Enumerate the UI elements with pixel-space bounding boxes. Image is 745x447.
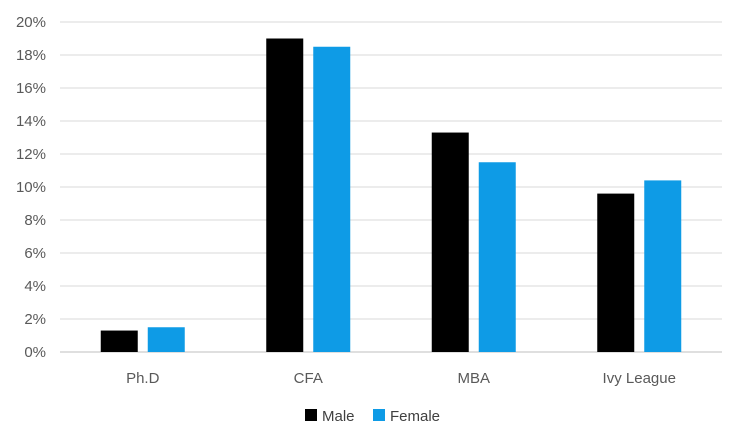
y-tick-label: 20% <box>16 14 46 31</box>
y-tick-label: 16% <box>16 80 46 97</box>
y-tick-label: 18% <box>16 47 46 64</box>
y-tick-label: 10% <box>16 179 46 196</box>
bar-female-mba <box>478 162 516 352</box>
bars <box>100 38 682 352</box>
y-tick-label: 8% <box>24 212 46 229</box>
y-tick-label: 14% <box>16 113 46 130</box>
bar-female-ph-d <box>147 327 185 352</box>
x-category-label: CFA <box>294 370 323 387</box>
x-category-label: MBA <box>457 370 490 387</box>
bar-male-ivy-league <box>597 193 635 352</box>
x-category-label: Ph.D <box>126 370 160 387</box>
y-tick-label: 0% <box>24 344 46 361</box>
y-tick-label: 6% <box>24 245 46 262</box>
y-axis-tick-labels: 0% 2% 4% 6% 8% 10% 12% 14% 16% 18% 20% <box>16 14 46 361</box>
bar-female-cfa <box>313 46 351 352</box>
gridlines <box>60 21 722 353</box>
bar-female-ivy-league <box>644 180 682 352</box>
x-axis-category-labels: Ph.D CFA MBA Ivy League <box>126 370 676 387</box>
legend-swatch-female <box>373 409 385 421</box>
legend-label-male: Male <box>322 408 355 425</box>
bar-male-cfa <box>266 38 304 352</box>
bar-male-ph-d <box>100 330 138 352</box>
bar-male-mba <box>431 132 469 352</box>
y-tick-label: 4% <box>24 278 46 295</box>
legend-swatch-male <box>305 409 317 421</box>
legend: Male Female <box>305 408 440 425</box>
x-category-label: Ivy League <box>603 370 676 387</box>
y-tick-label: 12% <box>16 146 46 163</box>
y-tick-label: 2% <box>24 311 46 328</box>
legend-label-female: Female <box>390 408 440 425</box>
